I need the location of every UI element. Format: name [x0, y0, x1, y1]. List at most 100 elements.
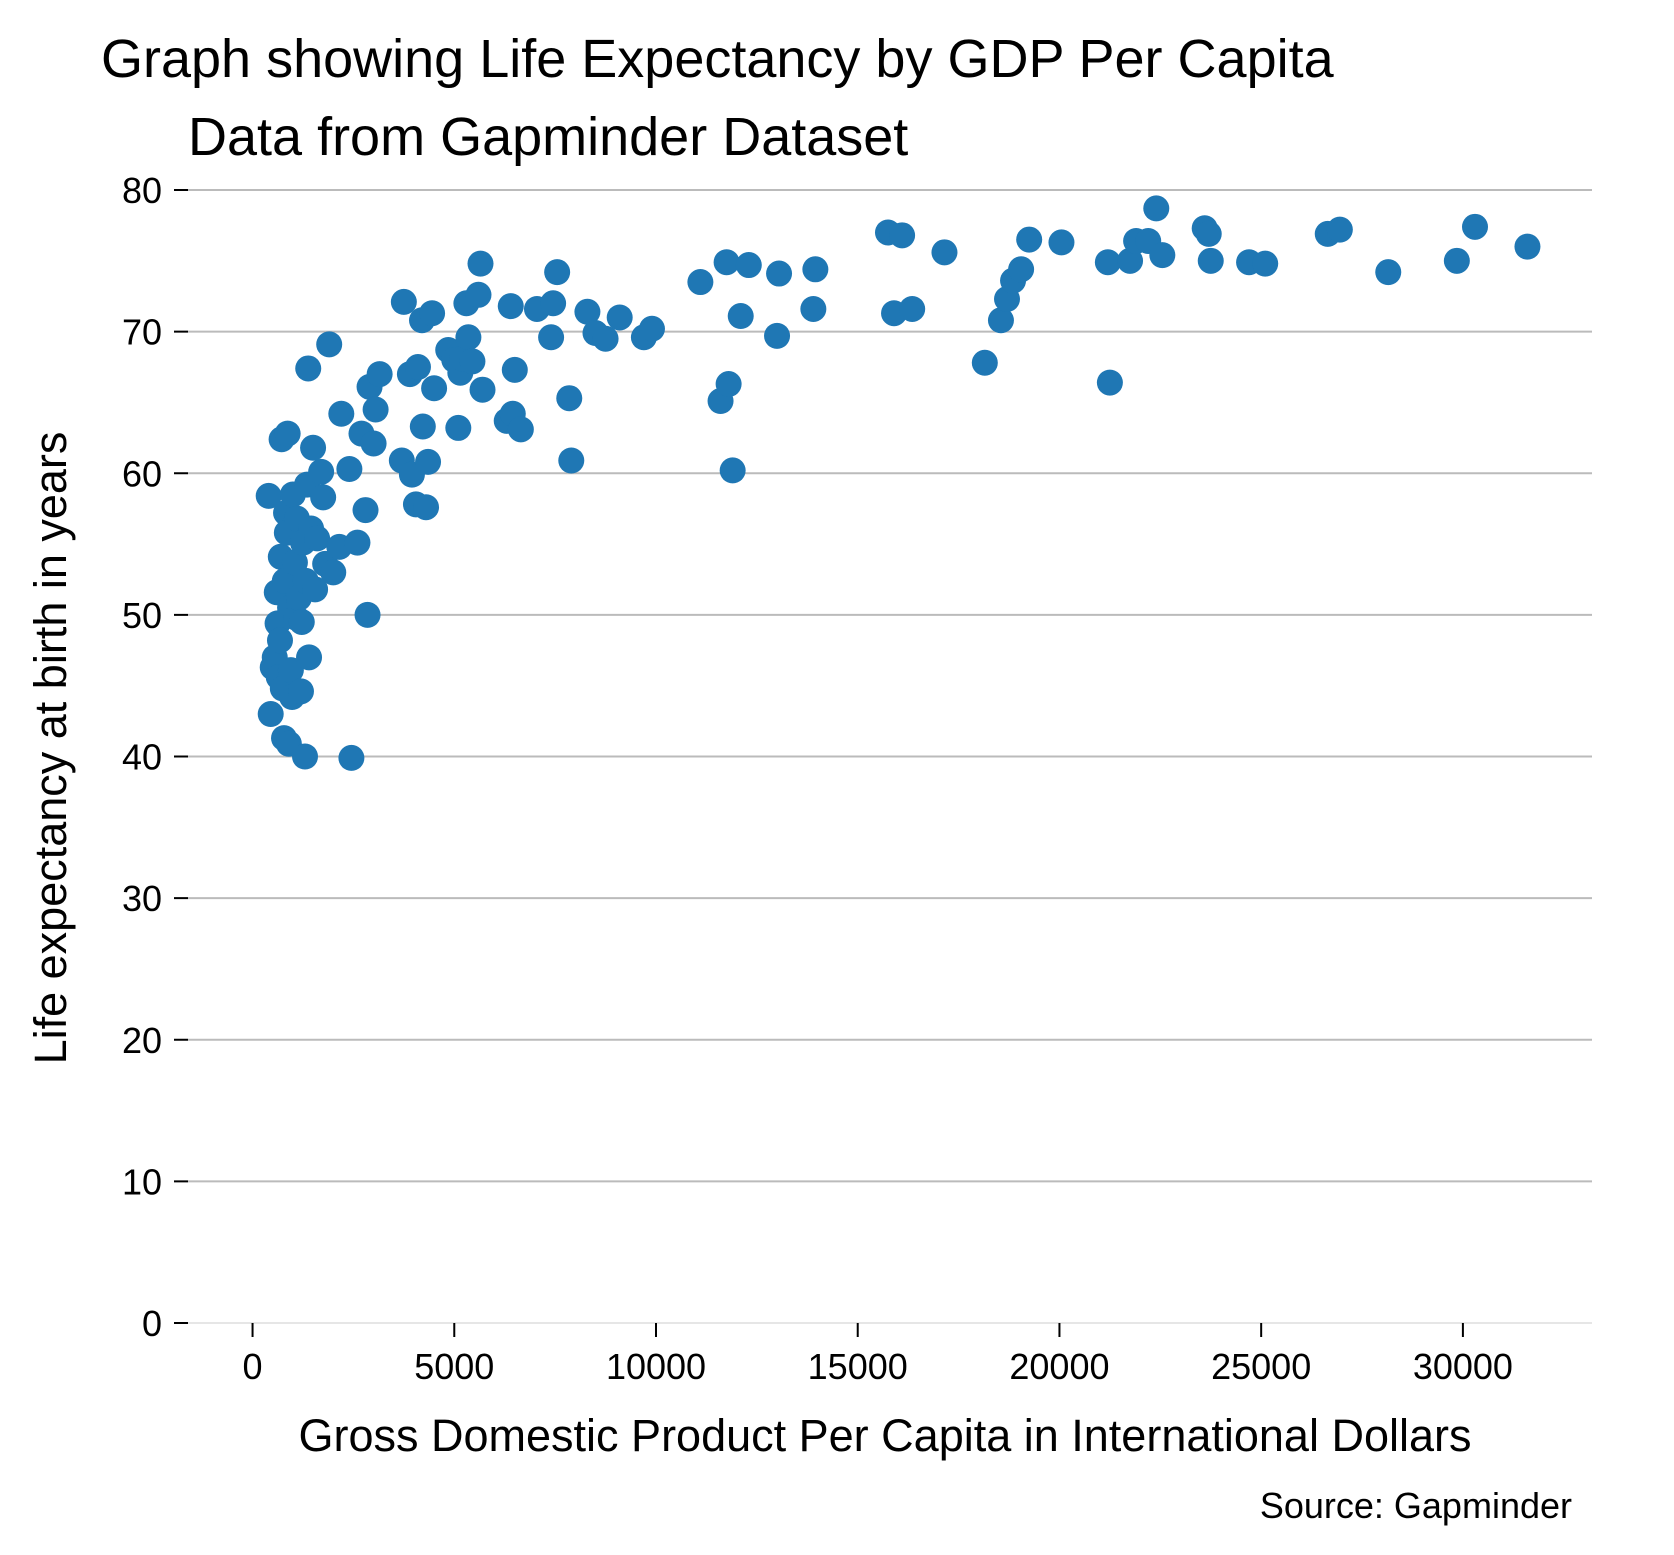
data-point — [300, 434, 327, 461]
chart-subtitle: Data from Gapminder Dataset — [188, 107, 908, 167]
data-point — [1195, 220, 1222, 247]
data-point — [1197, 247, 1224, 274]
data-point — [295, 355, 322, 382]
data-point — [764, 322, 791, 349]
data-point — [735, 252, 762, 279]
data-point — [320, 559, 347, 586]
y-tick-label: 60 — [122, 453, 162, 494]
data-point — [574, 298, 601, 325]
data-point — [715, 371, 742, 398]
data-point — [1016, 226, 1043, 253]
data-point — [413, 494, 440, 521]
y-tick-label: 50 — [122, 595, 162, 636]
data-point — [360, 430, 387, 457]
data-point — [1096, 369, 1123, 396]
data-point — [354, 601, 381, 628]
data-point — [336, 456, 363, 483]
data-point — [338, 744, 365, 771]
data-point — [288, 608, 315, 635]
data-point — [445, 414, 472, 441]
data-point — [931, 239, 958, 266]
data-point — [419, 300, 446, 327]
data-point — [287, 678, 314, 705]
data-point — [352, 497, 379, 524]
data-point — [971, 349, 998, 376]
x-tick-label: 10000 — [606, 1346, 706, 1387]
data-point — [802, 256, 829, 283]
data-point — [544, 259, 571, 286]
data-points — [255, 195, 1541, 771]
y-tick-label: 70 — [122, 312, 162, 353]
data-point — [540, 290, 567, 317]
y-tick-label: 0 — [142, 1303, 162, 1344]
data-point — [497, 293, 524, 320]
x-axis-label: Gross Domestic Product Per Capita in Int… — [299, 1410, 1472, 1461]
data-point — [310, 484, 337, 511]
data-point — [277, 657, 304, 684]
data-point — [1008, 256, 1035, 283]
data-point — [1375, 259, 1402, 286]
y-tick-label: 30 — [122, 878, 162, 919]
data-point — [558, 447, 585, 474]
data-point — [1462, 213, 1488, 240]
data-point — [1143, 195, 1170, 222]
y-tick-label: 40 — [122, 737, 162, 778]
y-tick-label: 20 — [122, 1020, 162, 1061]
chart-title: Graph showing Life Expectancy by GDP Per… — [101, 29, 1335, 89]
data-point — [459, 348, 486, 375]
data-point — [255, 482, 282, 509]
data-point — [467, 250, 494, 277]
data-point — [501, 356, 528, 383]
data-point — [274, 420, 301, 447]
data-point — [1048, 229, 1075, 256]
data-point — [1094, 249, 1121, 276]
data-point — [302, 576, 329, 603]
data-point — [606, 304, 633, 331]
data-point — [1443, 247, 1470, 274]
data-point — [987, 307, 1014, 334]
data-point — [1117, 247, 1144, 274]
data-point — [292, 743, 318, 770]
data-point — [556, 385, 583, 412]
y-axis-ticks: 0 10 20 30 40 50 60 70 80 — [122, 170, 188, 1344]
data-point — [727, 303, 754, 330]
data-point — [687, 269, 714, 296]
data-point — [713, 249, 740, 276]
x-tick-label: 5000 — [414, 1346, 494, 1387]
data-point — [421, 375, 448, 402]
data-point — [266, 627, 293, 654]
x-tick-label: 30000 — [1413, 1346, 1513, 1387]
data-point — [1252, 250, 1279, 277]
data-point — [257, 701, 284, 728]
data-point — [469, 376, 496, 403]
data-point — [304, 525, 331, 552]
data-point — [899, 295, 926, 322]
data-point — [409, 413, 436, 440]
data-point — [366, 361, 393, 388]
data-point — [404, 354, 431, 381]
x-tick-label: 25000 — [1211, 1346, 1311, 1387]
data-point — [538, 324, 565, 351]
data-point — [328, 400, 355, 427]
data-point — [415, 448, 442, 475]
data-point — [344, 529, 371, 556]
gridlines — [188, 189, 1592, 1183]
x-tick-label: 15000 — [808, 1346, 908, 1387]
data-point — [1326, 216, 1353, 243]
data-point — [1149, 242, 1176, 269]
x-axis-ticks: 0 5000 10000 15000 20000 25000 30000 — [243, 1323, 1513, 1387]
data-point — [316, 331, 343, 358]
y-tick-label: 80 — [122, 170, 162, 211]
data-point — [800, 295, 827, 322]
data-point — [308, 458, 335, 485]
data-point — [296, 644, 323, 671]
data-point — [390, 288, 417, 315]
x-tick-label: 0 — [243, 1346, 263, 1387]
data-point — [362, 396, 389, 423]
data-point — [719, 457, 746, 484]
data-point — [638, 315, 665, 342]
data-point — [889, 222, 916, 249]
data-point — [766, 260, 793, 287]
data-point — [1514, 233, 1541, 260]
